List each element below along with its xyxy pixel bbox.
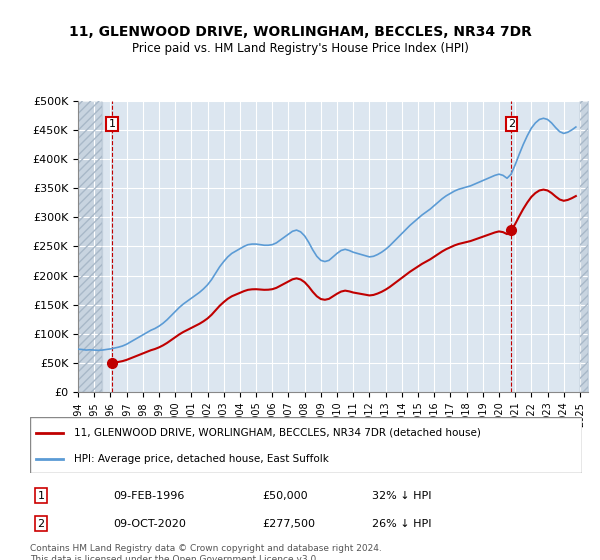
- Text: 11, GLENWOOD DRIVE, WORLINGHAM, BECCLES, NR34 7DR (detached house): 11, GLENWOOD DRIVE, WORLINGHAM, BECCLES,…: [74, 428, 481, 438]
- Text: 09-FEB-1996: 09-FEB-1996: [113, 491, 184, 501]
- Text: 11, GLENWOOD DRIVE, WORLINGHAM, BECCLES, NR34 7DR: 11, GLENWOOD DRIVE, WORLINGHAM, BECCLES,…: [68, 25, 532, 39]
- Text: £50,000: £50,000: [262, 491, 307, 501]
- Text: 1: 1: [38, 491, 44, 501]
- Text: £277,500: £277,500: [262, 519, 315, 529]
- Text: 09-OCT-2020: 09-OCT-2020: [113, 519, 185, 529]
- Text: Price paid vs. HM Land Registry's House Price Index (HPI): Price paid vs. HM Land Registry's House …: [131, 42, 469, 55]
- Text: 32% ↓ HPI: 32% ↓ HPI: [372, 491, 432, 501]
- Text: 2: 2: [37, 519, 44, 529]
- Text: 26% ↓ HPI: 26% ↓ HPI: [372, 519, 432, 529]
- FancyBboxPatch shape: [30, 417, 582, 473]
- Text: 2: 2: [508, 119, 515, 129]
- Text: Contains HM Land Registry data © Crown copyright and database right 2024.
This d: Contains HM Land Registry data © Crown c…: [30, 544, 382, 560]
- Text: HPI: Average price, detached house, East Suffolk: HPI: Average price, detached house, East…: [74, 454, 329, 464]
- Text: 1: 1: [109, 119, 116, 129]
